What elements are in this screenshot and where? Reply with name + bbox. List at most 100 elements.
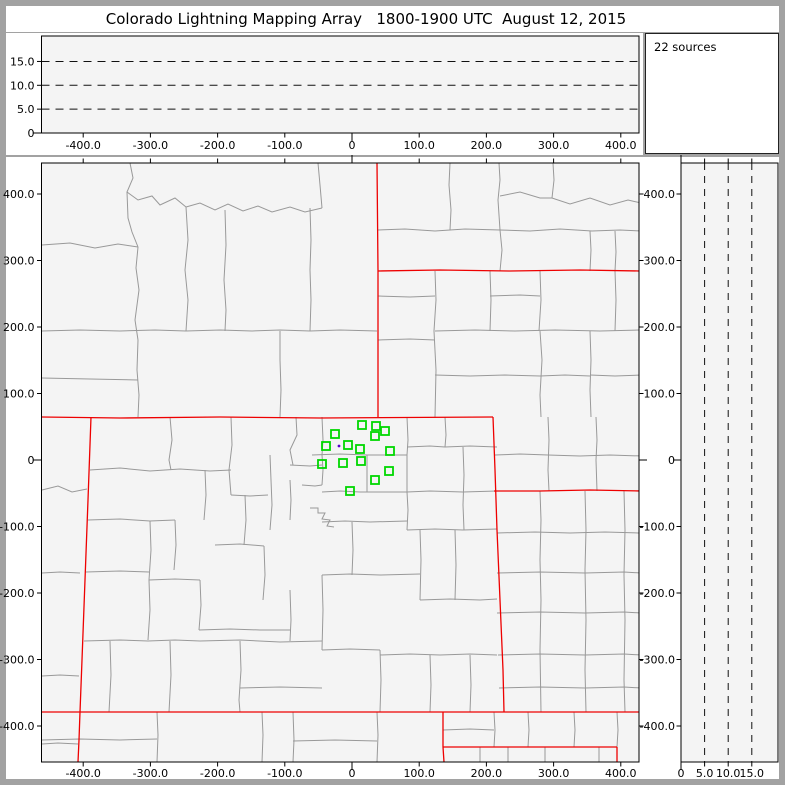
county-line [311, 453, 368, 456]
tick-label: -300.0 [133, 767, 168, 780]
county-line [279, 331, 282, 418]
county-line [289, 479, 292, 521]
tick-label: -200.0 [200, 139, 235, 152]
county-line [496, 531, 639, 534]
county-line [269, 454, 273, 531]
map-plot-frame [41, 162, 640, 763]
tick-label: -400.0 [65, 139, 100, 152]
ns-plot-frame [680, 162, 779, 763]
state-border-line [494, 489, 639, 492]
county-line [136, 339, 140, 418]
county-line [108, 640, 112, 713]
map-plot-bg [41, 163, 639, 762]
lma-station-marker [385, 446, 395, 456]
county-line [406, 445, 498, 448]
county-line [198, 579, 202, 631]
county-line [573, 711, 576, 748]
county-line [147, 579, 151, 641]
county-line [87, 518, 176, 522]
county-line [168, 640, 172, 713]
county-line [148, 520, 152, 581]
state-border-line [77, 416, 92, 762]
lma-station-marker [356, 456, 366, 466]
tick-label: -200.0 [200, 767, 235, 780]
lma-station-marker [338, 458, 348, 468]
tick-label: 15.0 [10, 55, 35, 68]
tick-label: -200.0 [640, 587, 675, 600]
county-line [214, 543, 265, 547]
county-line [379, 649, 382, 713]
county-line [230, 494, 269, 497]
county-line [614, 230, 617, 272]
county-line [419, 529, 422, 601]
tick-label: 300.0 [3, 255, 35, 268]
county-line [434, 329, 639, 332]
county-line [41, 377, 139, 381]
county-line [499, 191, 639, 206]
lma-station-marker [330, 429, 340, 439]
lightning-source-dot [337, 444, 341, 448]
sources-count-panel: 22 sources [645, 33, 779, 154]
tick-label: 200.0 [3, 321, 35, 334]
county-line [89, 467, 232, 472]
county-line [199, 639, 323, 643]
county-line [238, 640, 242, 713]
county-line [351, 521, 354, 576]
county-line [547, 416, 550, 492]
county-line [406, 490, 498, 493]
tick-label: -100.0 [267, 139, 302, 152]
county-line [406, 491, 409, 531]
county-line [310, 507, 335, 528]
tick-label: 400.0 [3, 188, 35, 201]
county-line [262, 545, 266, 601]
county-line [406, 416, 409, 456]
county-line [498, 686, 639, 689]
county-line [419, 598, 498, 601]
lma-station-marker [371, 421, 381, 431]
tick-label: 0 [349, 139, 356, 152]
county-line [496, 611, 639, 614]
county-line [184, 206, 189, 332]
tick-label: 400.0 [644, 188, 676, 201]
lma-station-marker [357, 420, 367, 430]
county-line [444, 416, 447, 448]
county-line [539, 374, 591, 377]
county-line [376, 711, 379, 762]
tick-label: -400.0 [0, 720, 35, 733]
county-line [41, 742, 79, 745]
tick-label: 100.0 [3, 388, 35, 401]
county-line [168, 416, 173, 471]
tick-label: -100.0 [0, 521, 35, 534]
county-line [494, 453, 549, 456]
lma-station-marker [343, 440, 353, 450]
county-line [173, 519, 177, 571]
county-line [41, 674, 80, 677]
tick-label: 0 [668, 454, 675, 467]
county-line [623, 490, 626, 713]
county-line [377, 295, 436, 298]
county-line [309, 207, 312, 332]
county-line [614, 270, 617, 332]
title-bar: Colorado Lightning Mapping Array 1800-19… [6, 6, 779, 32]
county-line [497, 653, 639, 656]
county-line [185, 329, 378, 332]
lma-station-marker [380, 426, 390, 436]
county-line [148, 578, 201, 581]
tick-label: 200.0 [644, 321, 676, 334]
county-line [434, 374, 541, 377]
tick-label: 200.0 [471, 139, 503, 152]
tick-label: 0 [349, 767, 356, 780]
ew-plot-frame [41, 35, 640, 134]
tick-label: -400.0 [640, 720, 675, 733]
tick-label: 200.0 [471, 767, 503, 780]
county-line [406, 528, 498, 531]
tick-label: 100.0 [403, 767, 435, 780]
county-line [538, 270, 542, 332]
county-line [454, 529, 457, 601]
county-line [41, 571, 81, 574]
tick-label: -200.0 [0, 587, 35, 600]
county-line [203, 469, 207, 521]
county-line [589, 230, 592, 272]
